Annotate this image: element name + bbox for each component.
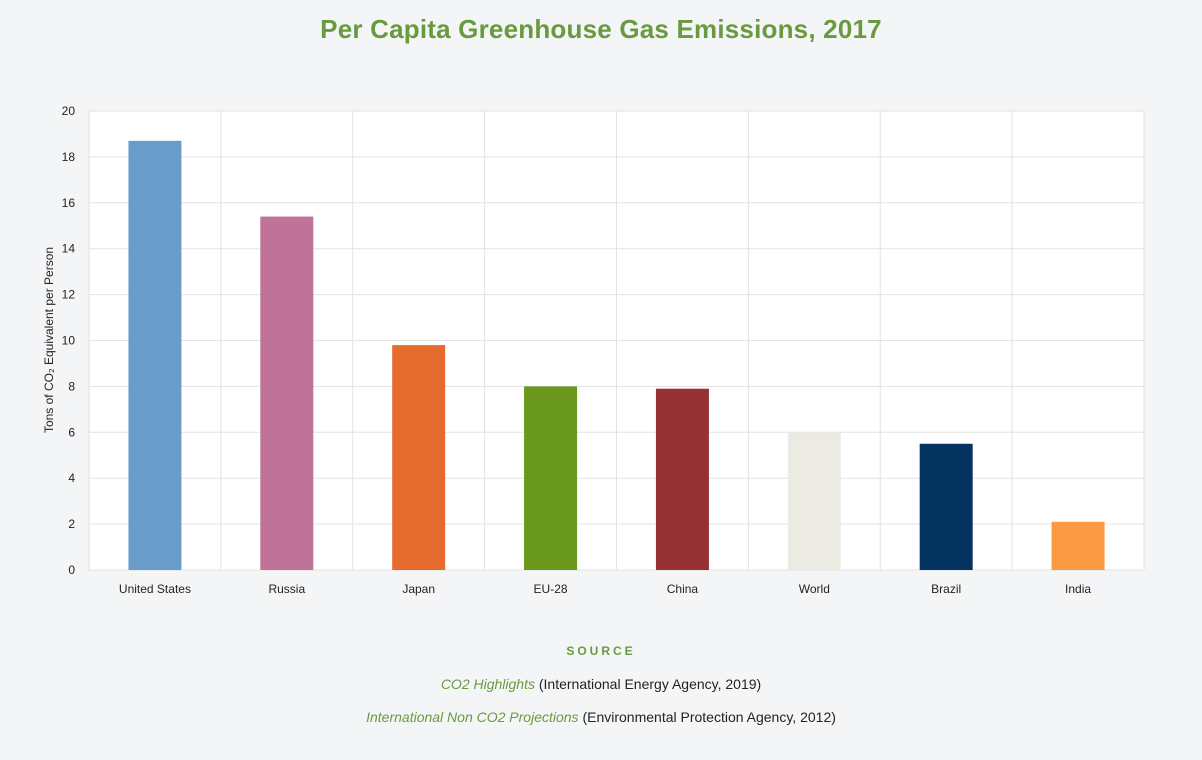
y-tick-label: 0 (68, 563, 75, 577)
y-tick-label: 12 (62, 288, 76, 302)
y-tick-label: 6 (68, 425, 75, 439)
source-detail-1: (International Energy Agency, 2019) (534, 676, 762, 692)
bars (128, 140, 1105, 570)
x-tick-label: World (799, 582, 830, 596)
chart-title: Per Capita Greenhouse Gas Emissions, 201… (320, 14, 882, 44)
source-detail-2: (Environmental Protection Agency, 2012) (578, 709, 836, 725)
bar-united-states (128, 140, 182, 570)
y-tick-label: 16 (62, 196, 76, 210)
x-tick-label: Japan (402, 582, 435, 596)
x-tick-label: India (1065, 582, 1091, 596)
y-axis-label: Tons of CO₂ Equivalent per Person (42, 247, 56, 433)
source-line-2: International Non CO2 Projections (Envir… (0, 709, 1202, 725)
x-tick-label: Brazil (931, 582, 961, 596)
bar-world (787, 432, 841, 570)
bar-japan (392, 345, 446, 570)
source-link-non-co2-projections[interactable]: International Non CO2 Projections (366, 709, 579, 725)
x-axis-ticks: United States Russia Japan EU-28 China World B… (119, 582, 1091, 596)
x-tick-label: Russia (268, 582, 305, 596)
bar-russia (260, 216, 314, 570)
y-tick-label: 4 (68, 471, 75, 485)
y-tick-label: 10 (62, 334, 76, 348)
bar-brazil (919, 443, 973, 570)
bar-china (655, 388, 709, 570)
bar-india (1051, 521, 1105, 570)
y-tick-label: 8 (68, 379, 75, 393)
x-tick-label: China (667, 582, 699, 596)
source-link-co2-highlights[interactable]: CO2 Highlights (440, 676, 535, 692)
y-axis-ticks: 0 2 4 6 8 10 12 14 16 18 20 (62, 104, 76, 577)
x-tick-label: United States (119, 582, 191, 596)
y-tick-label: 18 (62, 150, 76, 164)
y-tick-label: 14 (62, 242, 76, 256)
bar-chart: 0 2 4 6 8 10 12 14 16 18 20 United States Russia Jap… (42, 104, 1145, 596)
y-tick-label: 20 (62, 104, 76, 118)
bar-eu-28 (524, 386, 578, 570)
source-line-1: CO2 Highlights (International Energy Age… (0, 676, 1202, 692)
y-tick-label: 2 (68, 517, 75, 531)
x-tick-label: EU-28 (534, 582, 568, 596)
source-heading: SOURCE (566, 644, 636, 658)
